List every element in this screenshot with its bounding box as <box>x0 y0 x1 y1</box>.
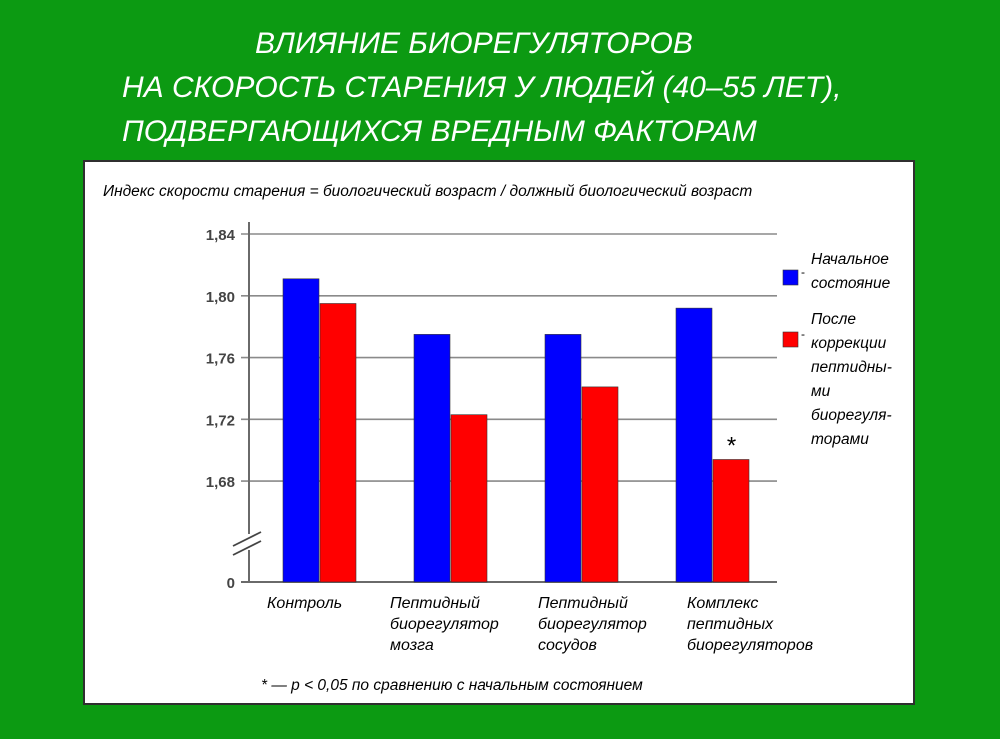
bar <box>712 459 750 583</box>
legend-label: Начальное состояние <box>811 251 891 292</box>
bar <box>319 303 357 583</box>
y-tick-label: 1,68 <box>206 474 235 491</box>
x-category-label: Контроль <box>267 595 342 612</box>
chart-panel: Индекс скорости старения = биологический… <box>83 160 915 705</box>
y-tick-label: 0 <box>227 575 235 592</box>
title-line-1: ВЛИЯНИЕ БИОРЕГУЛЯТОРОВ <box>255 27 693 60</box>
x-category-label: Пептидный биорегулятор мозга <box>390 595 499 654</box>
axis-break-mark <box>232 540 262 556</box>
y-tick-label: 1,84 <box>206 227 236 244</box>
title-line-2: НА СКОРОСТЬ СТАРЕНИЯ У ЛЮДЕЙ (40–55 ЛЕТ)… <box>122 71 842 104</box>
legend-dash: - <box>801 327 805 341</box>
chart-subtitle: Индекс скорости старения = биологический… <box>103 183 752 200</box>
y-tick-label: 1,76 <box>206 351 235 368</box>
x-category-label: Пептидный биорегулятор сосудов <box>538 595 647 654</box>
bar <box>581 386 619 583</box>
legend-dash: - <box>801 265 805 279</box>
bar-chart: Индекс скорости старения = биологический… <box>103 183 892 694</box>
y-tick-label: 1,80 <box>206 289 235 306</box>
significance-marker: * <box>727 432 736 459</box>
axis-break-mark <box>232 531 262 547</box>
bar <box>282 278 320 583</box>
bar <box>413 334 451 583</box>
bar <box>675 307 713 583</box>
title-line-3: ПОДВЕРГАЮЩИХСЯ ВРЕДНЫМ ФАКТОРАМ <box>122 115 757 148</box>
legend-swatch <box>782 331 799 348</box>
x-category-label: Комплекс пептидных биорегуляторов <box>687 595 813 654</box>
legend-swatch <box>782 269 799 286</box>
legend-label: После коррекции пептидны-ми биорегуля-торам… <box>811 311 892 448</box>
chart-footnote: * — p < 0,05 по сравнению с начальным со… <box>261 677 643 694</box>
bar <box>544 334 582 583</box>
y-tick-label: 1,72 <box>206 412 235 429</box>
bar <box>450 414 488 583</box>
